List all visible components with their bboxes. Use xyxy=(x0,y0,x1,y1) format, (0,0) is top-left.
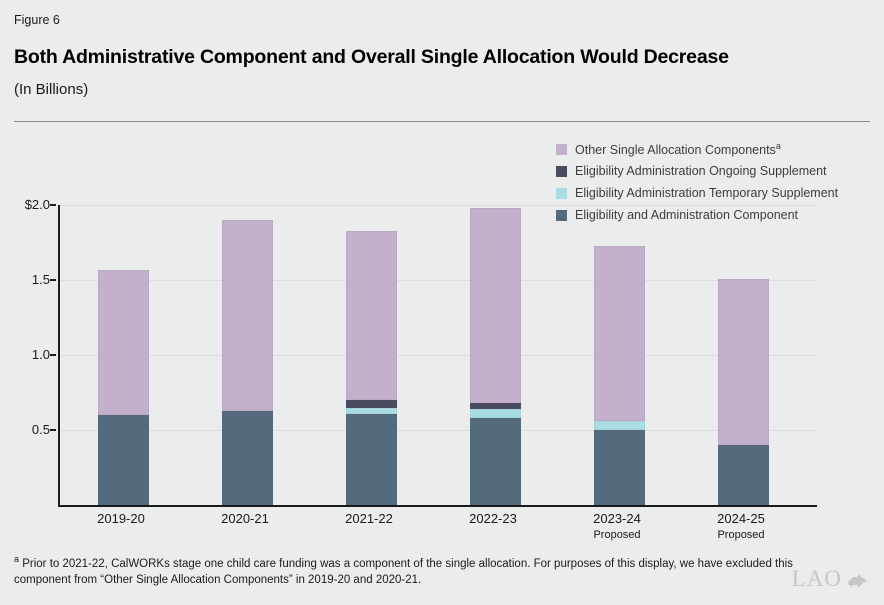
legend-label: Eligibility Administration Temporary Sup… xyxy=(575,186,839,200)
figure-subtitle: (In Billions) xyxy=(14,81,89,98)
gridline-0.5 xyxy=(60,430,817,431)
legend-swatch xyxy=(556,187,567,199)
bear-icon xyxy=(844,571,868,588)
y-axis-label: $2.0 xyxy=(24,197,50,212)
x-axis-label-2024-25: 2024-25 Proposed xyxy=(681,511,801,541)
chart-legend: Other Single Allocation Componentsa Eligi… xyxy=(556,138,838,226)
footnote-marker: a xyxy=(14,554,20,564)
legend-swatch xyxy=(556,209,567,221)
header-divider xyxy=(14,121,870,122)
legend-item: Eligibility and Administration Component xyxy=(556,204,838,226)
gridline-1.0 xyxy=(60,355,817,356)
bar-segment xyxy=(469,409,521,418)
x-axis-label-2019-20: 2019-20 xyxy=(61,511,181,526)
footnote-text: Prior to 2021-22, CalWORKs stage one chi… xyxy=(14,557,793,586)
legend-item: Eligibility Administration Ongoing Suppl… xyxy=(556,160,838,182)
bar-segment xyxy=(345,413,397,505)
x-axis-label-2021-22: 2021-22 xyxy=(309,511,429,526)
bar-segment xyxy=(345,230,397,400)
bar-segment xyxy=(221,410,273,505)
bar-segment xyxy=(593,430,645,505)
gridline-$2.0 xyxy=(60,205,817,206)
bar-segment xyxy=(345,400,397,408)
bar-segment xyxy=(593,421,645,430)
legend-item: Other Single Allocation Componentsa xyxy=(556,138,838,160)
bar-segment xyxy=(469,208,521,403)
x-axis-label-text: 2022-23 xyxy=(469,511,517,526)
legend-label: Eligibility and Administration Component xyxy=(575,208,799,222)
y-axis-label: 1.0 xyxy=(31,347,50,362)
footnote: a Prior to 2021-22, CalWORKs stage one c… xyxy=(14,553,804,588)
bar-segment xyxy=(345,407,397,414)
figure-title: Both Administrative Component and Overal… xyxy=(14,46,729,68)
legend-label: Other Single Allocation Componentsa xyxy=(575,140,781,158)
x-axis-label-text: 2019-20 xyxy=(97,511,145,526)
y-axis-label: 0.5 xyxy=(31,422,50,437)
y-axis-tick xyxy=(50,279,56,281)
y-axis-tick xyxy=(50,354,56,356)
figure-label: Figure 6 xyxy=(14,13,60,27)
x-axis-label-2020-21: 2020-21 xyxy=(185,511,305,526)
legend-swatch xyxy=(556,143,567,155)
bar-segment xyxy=(97,269,149,415)
legend-label: Eligibility Administration Ongoing Suppl… xyxy=(575,164,827,178)
bar-segment xyxy=(593,245,645,421)
bar-segment xyxy=(717,278,769,445)
x-axis-sublabel: Proposed xyxy=(593,529,641,541)
plot-area xyxy=(58,205,817,507)
bar-segment xyxy=(97,415,149,505)
x-axis-label-text: 2021-22 xyxy=(345,511,393,526)
x-axis-sublabel: Proposed xyxy=(717,529,765,541)
x-axis-label-text: 2024-25 xyxy=(717,511,765,526)
bar-segment xyxy=(469,418,521,505)
bar-segment xyxy=(717,445,769,505)
y-axis-tick xyxy=(50,204,56,206)
lao-logo-text: LAO xyxy=(791,566,842,591)
legend-item: Eligibility Administration Temporary Sup… xyxy=(556,182,838,204)
y-axis-tick xyxy=(50,429,56,431)
x-axis-label-2022-23: 2022-23 xyxy=(433,511,553,526)
x-axis-label-text: 2020-21 xyxy=(221,511,269,526)
lao-logo: LAO xyxy=(792,566,868,592)
y-axis-label: 1.5 xyxy=(31,272,50,287)
x-axis-label-text: 2023-24 xyxy=(593,511,641,526)
gridline-1.5 xyxy=(60,280,817,281)
bar-segment xyxy=(221,220,273,411)
bar-segment xyxy=(469,403,521,409)
legend-superscript: a xyxy=(775,140,781,151)
x-axis-label-2023-24: 2023-24 Proposed xyxy=(557,511,677,541)
legend-swatch xyxy=(556,165,567,177)
